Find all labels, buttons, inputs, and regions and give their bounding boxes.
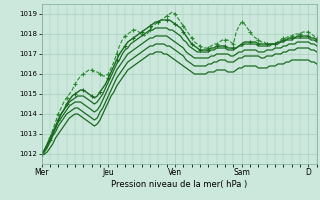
X-axis label: Pression niveau de la mer( hPa ): Pression niveau de la mer( hPa )	[111, 180, 247, 189]
